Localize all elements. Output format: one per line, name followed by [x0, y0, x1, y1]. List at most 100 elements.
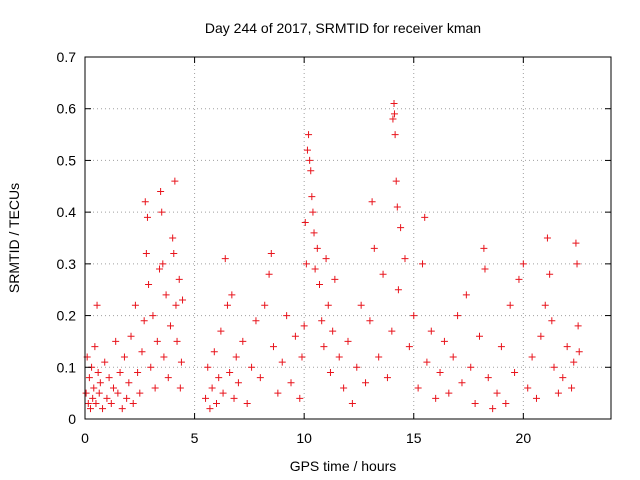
- data-point: [206, 405, 214, 413]
- data-point: [519, 260, 527, 268]
- data-point: [177, 358, 185, 366]
- data-point: [301, 218, 309, 226]
- data-point: [170, 250, 178, 258]
- data-point: [160, 353, 168, 361]
- data-point: [502, 399, 510, 407]
- data-point: [147, 363, 155, 371]
- data-point: [316, 281, 324, 289]
- data-point: [493, 389, 501, 397]
- data-point: [166, 322, 174, 330]
- data-point: [379, 270, 387, 278]
- data-point: [149, 312, 157, 320]
- data-point: [320, 343, 328, 351]
- data-point: [573, 260, 581, 268]
- data-point: [239, 337, 247, 345]
- data-point: [157, 187, 165, 195]
- data-point: [95, 389, 103, 397]
- plot-frame: [84, 56, 612, 420]
- data-point: [234, 379, 242, 387]
- data-point: [458, 379, 466, 387]
- data-point: [172, 301, 180, 309]
- y-tick-label: 0.6: [57, 101, 77, 117]
- data-point: [388, 327, 396, 335]
- data-point: [554, 389, 562, 397]
- data-point: [405, 343, 413, 351]
- data-point: [307, 167, 315, 175]
- data-point: [537, 332, 545, 340]
- data-point: [86, 405, 94, 413]
- data-point: [318, 317, 326, 325]
- data-point: [92, 399, 100, 407]
- data-point: [82, 389, 90, 397]
- data-point: [570, 358, 578, 366]
- data-point: [267, 250, 275, 258]
- data-point: [353, 363, 361, 371]
- axis-ticks: 0 0.1 0.2 0.3 0.4 0.5 0.6 0.7 0 5 10 15 20: [57, 49, 611, 446]
- data-point: [419, 260, 427, 268]
- data-point: [322, 255, 330, 263]
- data-point: [326, 368, 334, 376]
- grid-lines: [85, 57, 611, 419]
- data-point: [348, 399, 356, 407]
- data-point: [101, 358, 109, 366]
- data-point: [302, 260, 310, 268]
- data-point: [243, 399, 251, 407]
- data-point: [308, 193, 316, 201]
- y-tick-label: 0.1: [57, 359, 77, 375]
- data-point: [112, 337, 120, 345]
- x-tick-label: 5: [191, 430, 199, 446]
- data-point: [219, 389, 227, 397]
- data-point: [467, 363, 475, 371]
- data-point: [366, 317, 374, 325]
- data-point: [559, 374, 567, 382]
- data-point: [223, 301, 231, 309]
- data-point: [158, 208, 166, 216]
- data-point: [572, 239, 580, 247]
- data-point: [221, 255, 229, 263]
- data-point: [134, 368, 142, 376]
- data-point: [140, 317, 148, 325]
- data-point: [179, 296, 187, 304]
- data-point: [532, 394, 540, 402]
- data-point: [208, 384, 216, 392]
- x-axis-label: GPS time / hours: [290, 458, 397, 474]
- data-point: [129, 399, 137, 407]
- data-point: [127, 332, 135, 340]
- data-point: [311, 265, 319, 273]
- data-point: [335, 353, 343, 361]
- data-point: [278, 358, 286, 366]
- data-point: [283, 312, 291, 320]
- data-point: [91, 343, 99, 351]
- data-point: [481, 265, 489, 273]
- data-point: [105, 374, 113, 382]
- data-point: [116, 368, 124, 376]
- data-point: [421, 213, 429, 221]
- data-point: [449, 353, 457, 361]
- data-point: [210, 348, 218, 356]
- data-point: [156, 265, 164, 273]
- data-point: [550, 363, 558, 371]
- data-point: [114, 389, 122, 397]
- data-point: [511, 368, 519, 376]
- data-point: [432, 394, 440, 402]
- data-point: [136, 389, 144, 397]
- data-point: [248, 363, 256, 371]
- data-point: [298, 353, 306, 361]
- data-point: [131, 301, 139, 309]
- data-point: [528, 353, 536, 361]
- data-point: [383, 374, 391, 382]
- data-point: [84, 399, 92, 407]
- x-tick-label: 0: [81, 430, 89, 446]
- data-point: [305, 131, 313, 139]
- data-point: [541, 301, 549, 309]
- data-point: [476, 332, 483, 340]
- data-point: [390, 110, 398, 118]
- data-point: [563, 343, 571, 351]
- data-point: [145, 281, 153, 289]
- data-point: [226, 368, 234, 376]
- data-point: [232, 353, 240, 361]
- data-point: [454, 312, 462, 320]
- data-point: [575, 348, 583, 356]
- data-point: [548, 317, 556, 325]
